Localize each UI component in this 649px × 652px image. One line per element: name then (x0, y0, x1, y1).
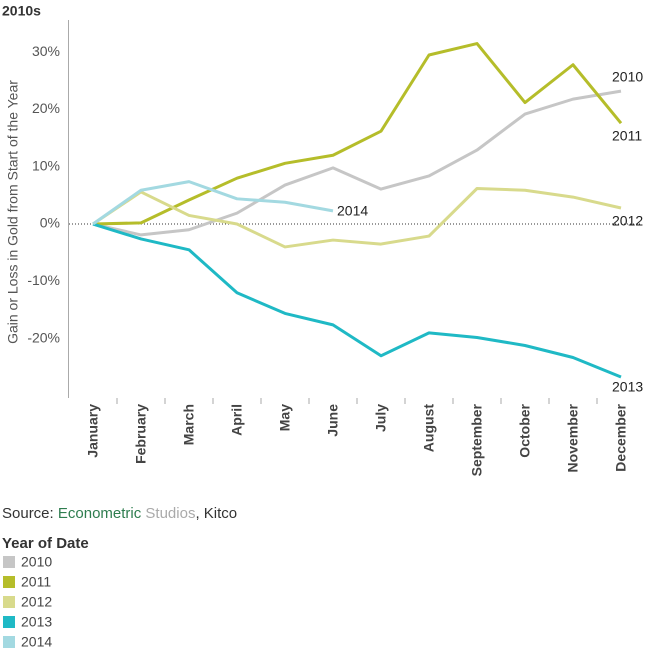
series-line (92, 180, 334, 226)
series-end-label: 2012 (612, 213, 643, 229)
y-tick-label: 20% (32, 100, 60, 116)
legend-swatch (3, 576, 15, 588)
y-tick-label: 30% (32, 43, 60, 59)
legend-swatch (3, 636, 15, 648)
x-tick-label: March (181, 404, 197, 445)
series-line (92, 187, 622, 249)
x-tick-label: April (229, 404, 245, 436)
series-line (92, 89, 622, 237)
legend-label: 2013 (21, 614, 52, 630)
source-part: Studios (145, 505, 195, 522)
legend-swatch (3, 616, 15, 628)
source: Source: Econometric Studios, Kitco (2, 505, 237, 522)
source-part: Econometric (58, 505, 142, 522)
legend-label: 2012 (21, 594, 52, 610)
chart-title: 2010s (2, 3, 41, 19)
series-end-label: 2010 (612, 69, 643, 85)
source-prefix: Source: (2, 505, 54, 522)
y-tick-label: 0% (40, 215, 60, 231)
legend-label: 2014 (21, 634, 52, 650)
x-tick-label: May (277, 404, 293, 431)
y-tick-label: 10% (32, 157, 60, 173)
legend-label: 2010 (21, 554, 52, 570)
legend-label: 2011 (21, 574, 51, 590)
legend-title: Year of Date (2, 535, 89, 552)
y-axis-label: Gain or Loss in Gold from Start of the Y… (5, 80, 21, 344)
series-line (92, 222, 622, 379)
y-tick-label: -10% (27, 272, 60, 288)
series-line (92, 42, 623, 226)
x-tick-label: January (85, 404, 101, 458)
series-end-label: 2014 (337, 203, 368, 219)
source-suffix: , Kitco (195, 505, 237, 522)
x-tick-label: February (133, 404, 149, 464)
series-end-label: 2011 (612, 128, 642, 144)
x-tick-label: September (469, 403, 485, 476)
x-tick-label: October (517, 403, 533, 457)
x-tick-label: December (613, 403, 629, 471)
legend-swatch (3, 596, 15, 608)
series-end-label: 2013 (612, 379, 643, 395)
x-tick-label: July (373, 404, 389, 432)
x-tick-label: August (421, 404, 437, 453)
legend-swatch (3, 556, 15, 568)
x-tick-label: November (565, 403, 581, 472)
x-tick-label: June (325, 404, 341, 437)
y-tick-label: -20% (27, 329, 60, 345)
